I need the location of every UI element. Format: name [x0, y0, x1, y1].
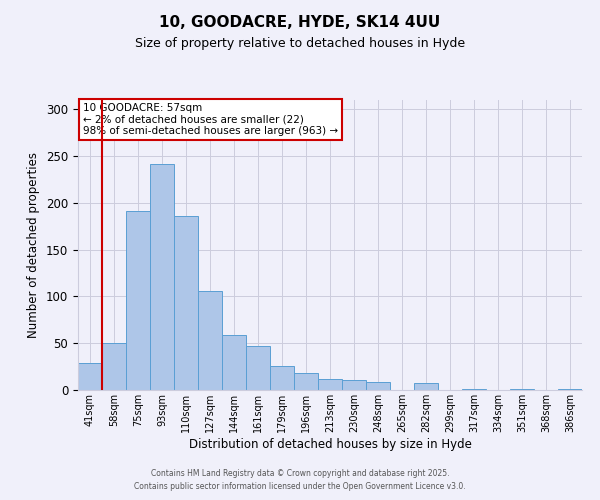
Text: Contains public sector information licensed under the Open Government Licence v3: Contains public sector information licen… — [134, 482, 466, 491]
Bar — [198, 291, 222, 390]
Text: 10, GOODACRE, HYDE, SK14 4UU: 10, GOODACRE, HYDE, SK14 4UU — [160, 15, 440, 30]
Bar — [222, 335, 246, 390]
Text: 10 GOODACRE: 57sqm
← 2% of detached houses are smaller (22)
98% of semi-detached: 10 GOODACRE: 57sqm ← 2% of detached hous… — [83, 103, 338, 136]
Bar — [510, 389, 534, 390]
Bar — [174, 216, 198, 390]
Y-axis label: Number of detached properties: Number of detached properties — [28, 152, 40, 338]
Bar — [270, 366, 294, 390]
Bar — [414, 384, 438, 390]
Bar — [78, 363, 102, 390]
Bar — [294, 373, 318, 390]
Bar — [126, 212, 150, 390]
Text: Size of property relative to detached houses in Hyde: Size of property relative to detached ho… — [135, 38, 465, 51]
Bar — [318, 379, 342, 390]
Bar — [342, 380, 366, 390]
Bar — [366, 382, 390, 390]
Bar — [246, 346, 270, 390]
Bar — [462, 389, 486, 390]
Bar — [102, 343, 126, 390]
Bar — [558, 389, 582, 390]
Bar — [150, 164, 174, 390]
Text: Contains HM Land Registry data © Crown copyright and database right 2025.: Contains HM Land Registry data © Crown c… — [151, 468, 449, 477]
X-axis label: Distribution of detached houses by size in Hyde: Distribution of detached houses by size … — [188, 438, 472, 450]
